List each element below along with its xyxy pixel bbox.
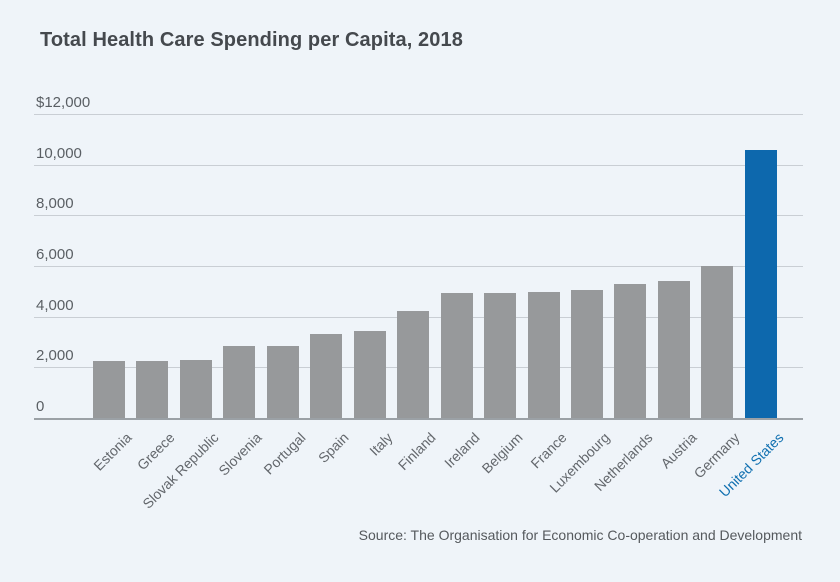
y-gridline	[34, 266, 803, 267]
y-tick-label: 8,000	[36, 195, 74, 213]
bar-ireland	[440, 293, 473, 418]
y-tick-label: 0	[36, 398, 45, 415]
chart-title: Total Health Care Spending per Capita, 2…	[40, 29, 463, 51]
y-gridline	[34, 114, 803, 115]
bar-belgium	[484, 292, 517, 418]
bar-portugal	[266, 345, 299, 418]
bar-spain	[310, 333, 343, 418]
bar-netherlands	[614, 284, 647, 418]
bar-united-states	[744, 149, 777, 418]
bar-greece	[136, 361, 169, 418]
y-tick-label: 10,000	[36, 144, 82, 162]
bar-france	[527, 292, 560, 418]
source-note: Source: The Organisation for Economic Co…	[358, 527, 802, 543]
y-gridline	[34, 164, 803, 166]
y-tick-label: 4,000	[36, 296, 74, 314]
bar-austria	[657, 281, 690, 418]
bar-germany	[701, 266, 734, 418]
x-axis-line	[34, 418, 803, 420]
y-tick-label: 2,000	[36, 347, 74, 365]
y-tick-label: $12,000	[36, 94, 91, 111]
bar-slovenia	[223, 345, 256, 418]
bar-estonia	[93, 361, 125, 418]
bar-italy	[353, 331, 386, 418]
bar-slovak-republic	[179, 359, 212, 418]
bar-finland	[397, 310, 430, 418]
y-gridline	[34, 215, 803, 217]
bar-luxembourg	[570, 289, 603, 418]
y-tick-label: 6,000	[36, 246, 74, 263]
